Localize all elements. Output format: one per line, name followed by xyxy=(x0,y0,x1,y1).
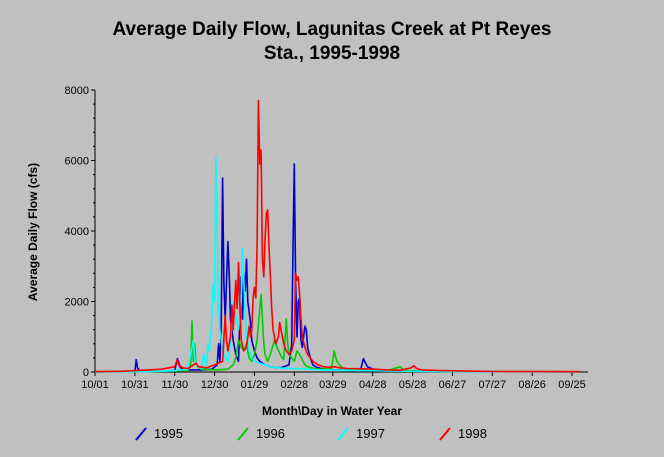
x-tick-label: 07/27 xyxy=(479,379,507,391)
y-tick-label: 6000 xyxy=(65,156,89,168)
series-line-1998 xyxy=(94,99,581,373)
legend-label-1998: 1998 xyxy=(458,426,487,441)
x-tick-label: 05/28 xyxy=(399,379,427,391)
x-tick-label: 02/28 xyxy=(281,379,309,391)
y-tick-label: 8000 xyxy=(65,85,89,97)
chart-title-line1: Average Daily Flow, Lagunitas Creek at P… xyxy=(112,19,552,40)
x-tick-label: 10/01 xyxy=(81,379,109,391)
y-tick-label: 0 xyxy=(83,367,89,379)
x-tick-label: 06/27 xyxy=(439,379,467,391)
legend-marker-1998 xyxy=(439,427,451,441)
chart-title: Average Daily Flow, Lagunitas Creek at P… xyxy=(0,18,664,66)
legend-label-1997: 1997 xyxy=(356,426,385,441)
series-line-1995 xyxy=(94,163,581,373)
legend: 1995 1996 1997 1998 xyxy=(0,425,664,445)
x-tick-label: 04/28 xyxy=(359,379,387,391)
x-tick-label: 12/30 xyxy=(201,379,229,391)
y-axis-label: Average Daily Flow (cfs) xyxy=(26,163,40,301)
legend-label-1995: 1995 xyxy=(154,426,183,441)
x-tick-label: 11/30 xyxy=(161,379,188,391)
legend-marker-1996 xyxy=(237,427,249,441)
x-tick-label: 10/31 xyxy=(121,379,149,391)
y-tick-label: 2000 xyxy=(65,297,89,309)
legend-marker-1997 xyxy=(337,427,349,441)
x-tick-label: 01/29 xyxy=(241,379,269,391)
series-line-1997 xyxy=(94,156,580,373)
chart-title-line2: Sta., 1995-1998 xyxy=(263,43,401,64)
series-line-1996 xyxy=(94,293,581,373)
x-tick-label: 08/26 xyxy=(518,379,546,391)
y-tick-label: 4000 xyxy=(65,226,89,238)
x-tick-label: 03/29 xyxy=(319,379,347,391)
legend-label-1996: 1996 xyxy=(256,426,285,441)
x-axis-label: Month\Day in Water Year xyxy=(261,404,403,418)
x-tick-label: 09/25 xyxy=(558,379,586,391)
legend-marker-1995 xyxy=(135,427,147,441)
